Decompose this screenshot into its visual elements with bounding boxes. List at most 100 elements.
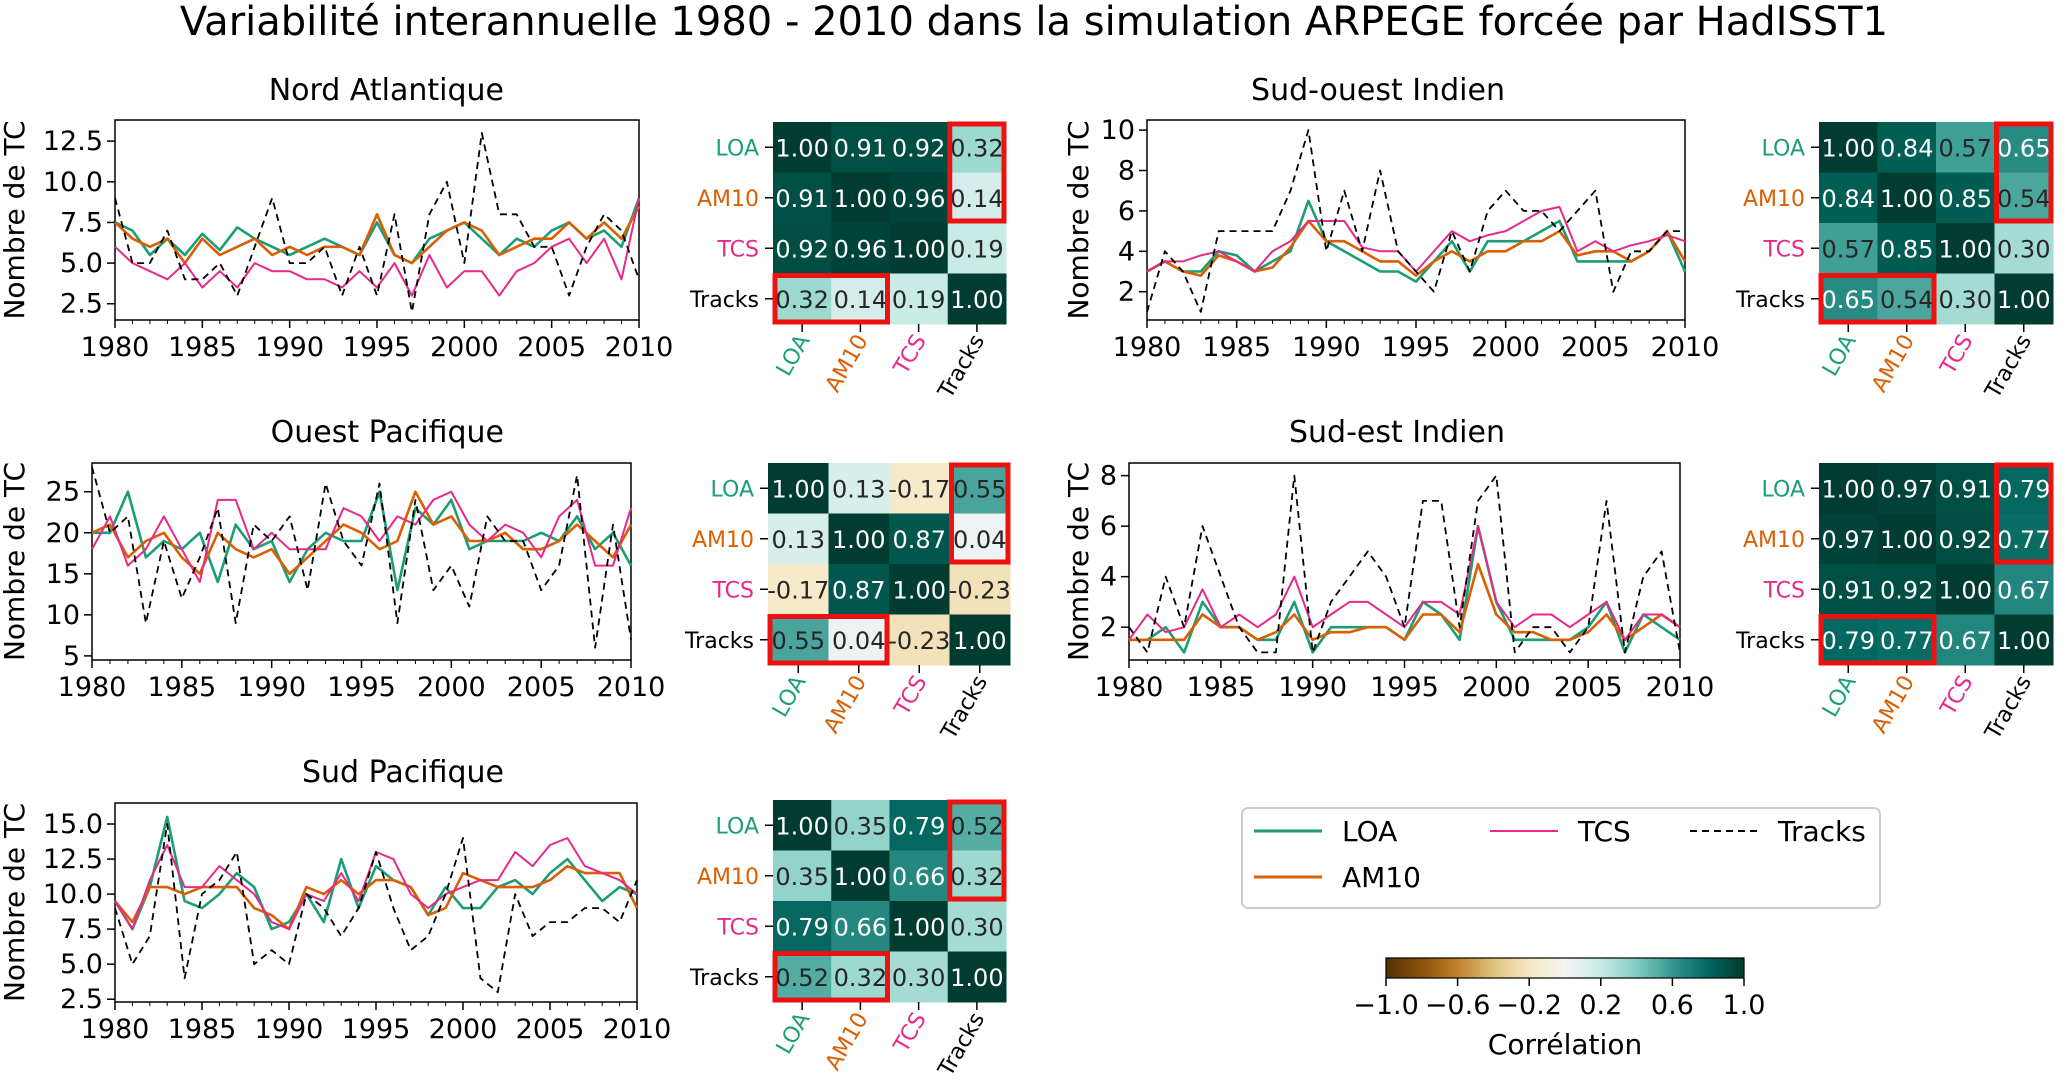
heatmap-cell bbox=[947, 223, 1007, 274]
heatmap-cell-label: 0.32 bbox=[950, 134, 1003, 162]
heatmap-cell bbox=[1819, 172, 1878, 224]
heatmap-cell-label: -0.17 bbox=[888, 475, 950, 503]
heatmap-cell-label: 0.65 bbox=[1822, 286, 1875, 314]
colorbar-tick-label: −0.6 bbox=[1425, 990, 1491, 1021]
heatmap-cell-label: 0.54 bbox=[1880, 286, 1933, 314]
heatmap-cell bbox=[768, 564, 829, 615]
x-tick-label: 1990 bbox=[237, 672, 306, 703]
heatmap-row-label: AM10 bbox=[697, 865, 759, 890]
heatmap-cell-label: -0.23 bbox=[888, 627, 950, 655]
y-tick-label: 4 bbox=[1118, 236, 1135, 267]
heatmap-cell bbox=[768, 614, 829, 666]
heatmap-cell bbox=[1877, 513, 1937, 565]
heatmap-col-label: AM10 bbox=[1867, 672, 1920, 738]
heatmap-cell-label: 0.32 bbox=[950, 863, 1003, 891]
y-tick-label: 7.5 bbox=[60, 207, 103, 238]
heatmap-cell bbox=[1819, 273, 1878, 325]
heatmap-row-label: Tracks bbox=[1735, 629, 1805, 654]
heatmap-cell-label: -0.23 bbox=[949, 576, 1011, 604]
heatmap-cell bbox=[773, 901, 832, 952]
heatmap-row-label: LOA bbox=[1762, 477, 1805, 502]
panel-title: Sud-ouest Indien bbox=[1251, 73, 1505, 108]
heatmap-cell-label: 0.32 bbox=[834, 964, 887, 992]
y-axis-label: Nombre de TC bbox=[0, 803, 31, 1002]
heatmap-cell bbox=[831, 122, 890, 173]
heatmap-cell-label: 0.65 bbox=[1997, 134, 2050, 162]
heatmap-cell bbox=[889, 901, 949, 952]
heatmap-col-label: TCS bbox=[889, 331, 932, 380]
heatmap-cell bbox=[1936, 223, 1995, 274]
heatmap-cell-label: 0.52 bbox=[950, 812, 1003, 840]
heatmap-cell-label: 0.79 bbox=[892, 812, 945, 840]
heatmap-cell-label: 0.96 bbox=[834, 235, 887, 263]
colorbar: −1.0 −0.6 −0.2 0.2 0.6 1.0 Corrélation bbox=[1353, 957, 1765, 1061]
highlight-box bbox=[949, 462, 1011, 565]
heatmap-cell bbox=[889, 273, 949, 325]
heatmap-cell bbox=[1936, 564, 1995, 615]
legend-frame bbox=[1241, 807, 1881, 909]
heatmap-cell bbox=[889, 800, 949, 851]
heatmap-cell-label: 0.92 bbox=[1880, 576, 1933, 604]
heatmap-cell bbox=[947, 901, 1007, 952]
x-tick-label: 2010 bbox=[1651, 332, 1720, 363]
heatmap-cell-label: 0.87 bbox=[893, 526, 946, 554]
heatmap-cell bbox=[1877, 564, 1937, 615]
heatmap-cell bbox=[773, 850, 832, 902]
correlation-heatmap: 1.00 0.35 0.79 0.520.35 1.00 0.66 0.320.79 0.66… bbox=[689, 799, 1007, 1080]
heatmap-cell bbox=[773, 223, 832, 274]
heatmap-cell-label: 0.55 bbox=[953, 475, 1006, 503]
y-tick-label: 20 bbox=[46, 518, 80, 549]
highlight-box bbox=[1818, 614, 1937, 666]
heatmap-cell bbox=[831, 951, 890, 1003]
highlight-box bbox=[947, 799, 1007, 902]
y-tick-label: 8 bbox=[1118, 156, 1135, 187]
heatmap-cell bbox=[889, 122, 949, 173]
x-tick-label: 2010 bbox=[1646, 672, 1715, 703]
heatmap-col-label: AM10 bbox=[1867, 331, 1920, 397]
panel-sud-ouest-indien: Sud-ouest Indien 1980 1985 1990 1995 2000 2005… bbox=[1062, 73, 2054, 404]
heatmap-cell-label: 0.14 bbox=[834, 286, 887, 314]
y-tick-label: 5.0 bbox=[60, 949, 103, 980]
heatmap-col-label: TCS bbox=[1936, 672, 1979, 721]
heatmap-cell bbox=[1994, 172, 2054, 224]
x-tick-label: 1980 bbox=[81, 332, 150, 363]
y-tick-label: 10 bbox=[46, 600, 80, 631]
y-axis-label: Nombre de TC bbox=[0, 462, 31, 661]
heatmap-row-label: Tracks bbox=[684, 629, 754, 654]
heatmap-cell-label: 0.77 bbox=[1997, 526, 2050, 554]
heatmap-cell-label: 1.00 bbox=[1939, 235, 1992, 263]
x-tick-label: 2010 bbox=[597, 672, 666, 703]
heatmap-cell bbox=[947, 951, 1007, 1003]
series-line-tracks bbox=[91, 466, 632, 649]
heatmap-cell bbox=[828, 463, 890, 514]
heatmap-cell bbox=[947, 800, 1007, 851]
heatmap-cell bbox=[828, 564, 890, 615]
x-tick-label: 1995 bbox=[327, 672, 396, 703]
x-tick-label: 1995 bbox=[1382, 332, 1451, 363]
heatmap-cell-label: 0.84 bbox=[1822, 185, 1875, 213]
heatmap-cell bbox=[1819, 122, 1878, 173]
heatmap-cell bbox=[1994, 223, 2054, 274]
x-tick-label: 2000 bbox=[417, 672, 486, 703]
heatmap-cell-label: 0.79 bbox=[1822, 627, 1875, 655]
x-tick-label: 2005 bbox=[1554, 672, 1623, 703]
colorbar-tick-label: −1.0 bbox=[1353, 990, 1419, 1021]
x-tick-label: 1985 bbox=[147, 672, 216, 703]
heatmap-cell-label: 1.00 bbox=[772, 475, 825, 503]
heatmap-row-label: TCS bbox=[1763, 237, 1805, 262]
heatmap-cell bbox=[949, 564, 1011, 615]
legend-label-loa: LOA bbox=[1342, 815, 1397, 848]
heatmap-col-label: AM10 bbox=[819, 672, 872, 738]
colorbar-gradient bbox=[1385, 957, 1745, 979]
heatmap-cell-label: 0.84 bbox=[1880, 134, 1933, 162]
y-tick-label: 2.5 bbox=[60, 289, 103, 320]
heatmap-cell bbox=[1877, 614, 1937, 666]
heatmap-cell bbox=[889, 463, 950, 514]
x-tick-label: 2000 bbox=[429, 1014, 498, 1045]
x-tick-label: 1980 bbox=[58, 672, 127, 703]
panel-title: Nord Atlantique bbox=[269, 73, 504, 108]
series-line-loa bbox=[113, 815, 638, 931]
heatmap-cell-label: 0.91 bbox=[1822, 576, 1875, 604]
panel-title: Ouest Pacifique bbox=[271, 415, 504, 450]
